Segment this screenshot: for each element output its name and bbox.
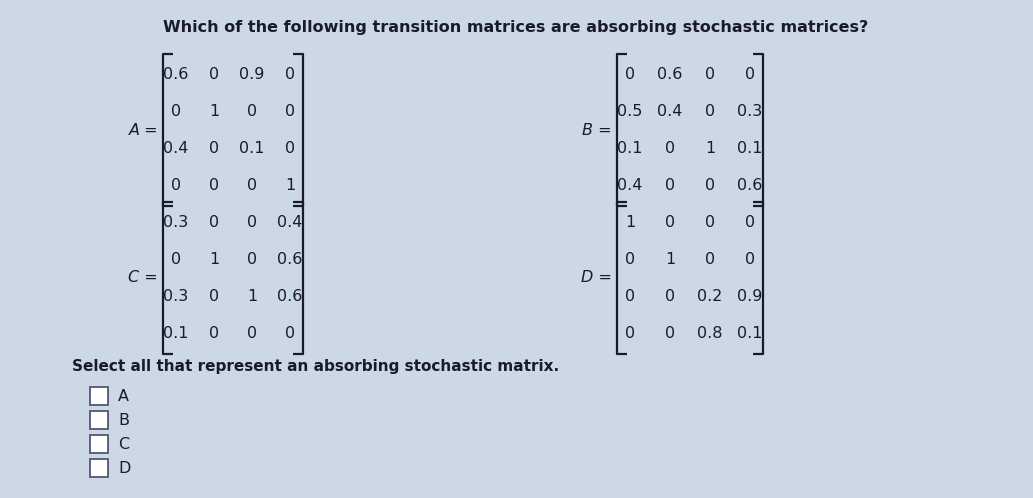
Text: 0.8: 0.8 bbox=[697, 326, 723, 341]
Text: 0.1: 0.1 bbox=[738, 141, 762, 156]
Text: 0: 0 bbox=[247, 326, 257, 341]
Text: 0: 0 bbox=[625, 252, 635, 267]
Text: 0: 0 bbox=[209, 67, 219, 82]
Text: C =: C = bbox=[128, 270, 158, 285]
Text: 0: 0 bbox=[705, 104, 715, 119]
FancyBboxPatch shape bbox=[90, 435, 108, 453]
FancyBboxPatch shape bbox=[90, 387, 108, 405]
Text: 0.6: 0.6 bbox=[277, 252, 303, 267]
Text: 0: 0 bbox=[745, 67, 755, 82]
Text: 1: 1 bbox=[665, 252, 676, 267]
Text: 0.1: 0.1 bbox=[163, 326, 189, 341]
Text: 0.6: 0.6 bbox=[657, 67, 683, 82]
Text: 1: 1 bbox=[625, 215, 635, 230]
Text: A =: A = bbox=[128, 123, 158, 137]
Text: 0: 0 bbox=[665, 215, 675, 230]
Text: 0: 0 bbox=[705, 178, 715, 193]
Text: 0.1: 0.1 bbox=[618, 141, 643, 156]
Text: 0: 0 bbox=[209, 289, 219, 304]
Text: 0: 0 bbox=[285, 141, 295, 156]
Text: 0.4: 0.4 bbox=[277, 215, 303, 230]
Text: 0: 0 bbox=[625, 326, 635, 341]
Text: 0.4: 0.4 bbox=[618, 178, 643, 193]
Text: 0: 0 bbox=[170, 252, 181, 267]
Text: C: C bbox=[118, 437, 129, 452]
Text: 1: 1 bbox=[285, 178, 295, 193]
Text: B =: B = bbox=[583, 123, 612, 137]
Text: 0.6: 0.6 bbox=[277, 289, 303, 304]
Text: D: D bbox=[118, 461, 130, 476]
Text: 0.5: 0.5 bbox=[618, 104, 643, 119]
Text: 0: 0 bbox=[209, 215, 219, 230]
Text: 1: 1 bbox=[209, 104, 219, 119]
Text: 0: 0 bbox=[170, 178, 181, 193]
Text: 0: 0 bbox=[247, 252, 257, 267]
Text: 0.4: 0.4 bbox=[163, 141, 189, 156]
Text: 0.2: 0.2 bbox=[697, 289, 723, 304]
Text: B: B bbox=[118, 412, 129, 427]
Text: 1: 1 bbox=[247, 289, 257, 304]
Text: 0: 0 bbox=[705, 67, 715, 82]
Text: 0: 0 bbox=[665, 289, 675, 304]
Text: 0: 0 bbox=[625, 289, 635, 304]
Text: 0: 0 bbox=[745, 252, 755, 267]
Text: 0: 0 bbox=[705, 215, 715, 230]
Text: A: A bbox=[118, 388, 129, 403]
Text: 0.1: 0.1 bbox=[240, 141, 264, 156]
Text: 0: 0 bbox=[625, 67, 635, 82]
Text: D =: D = bbox=[582, 270, 612, 285]
FancyBboxPatch shape bbox=[90, 411, 108, 429]
Text: 0.4: 0.4 bbox=[657, 104, 683, 119]
Text: 0: 0 bbox=[209, 178, 219, 193]
Text: 0: 0 bbox=[665, 141, 675, 156]
Text: 0: 0 bbox=[665, 178, 675, 193]
Text: 0.6: 0.6 bbox=[738, 178, 762, 193]
Text: 0: 0 bbox=[247, 104, 257, 119]
Text: 0: 0 bbox=[209, 326, 219, 341]
Text: 0: 0 bbox=[705, 252, 715, 267]
Text: 0.6: 0.6 bbox=[163, 67, 189, 82]
Text: 0.9: 0.9 bbox=[240, 67, 264, 82]
Text: 0: 0 bbox=[170, 104, 181, 119]
Text: 0: 0 bbox=[285, 67, 295, 82]
Text: Select all that represent an absorbing stochastic matrix.: Select all that represent an absorbing s… bbox=[72, 359, 559, 374]
FancyBboxPatch shape bbox=[90, 459, 108, 477]
Text: 0.9: 0.9 bbox=[738, 289, 762, 304]
Text: 0: 0 bbox=[285, 104, 295, 119]
Text: 0: 0 bbox=[665, 326, 675, 341]
Text: 0.3: 0.3 bbox=[738, 104, 762, 119]
Text: 1: 1 bbox=[209, 252, 219, 267]
Text: Which of the following transition matrices are absorbing stochastic matrices?: Which of the following transition matric… bbox=[163, 20, 869, 35]
Text: 0: 0 bbox=[285, 326, 295, 341]
Text: 0: 0 bbox=[745, 215, 755, 230]
Text: 0: 0 bbox=[209, 141, 219, 156]
Text: 0.3: 0.3 bbox=[163, 289, 189, 304]
Text: 0.1: 0.1 bbox=[738, 326, 762, 341]
Text: 1: 1 bbox=[705, 141, 715, 156]
Text: 0.3: 0.3 bbox=[163, 215, 189, 230]
Text: 0: 0 bbox=[247, 178, 257, 193]
Text: 0: 0 bbox=[247, 215, 257, 230]
